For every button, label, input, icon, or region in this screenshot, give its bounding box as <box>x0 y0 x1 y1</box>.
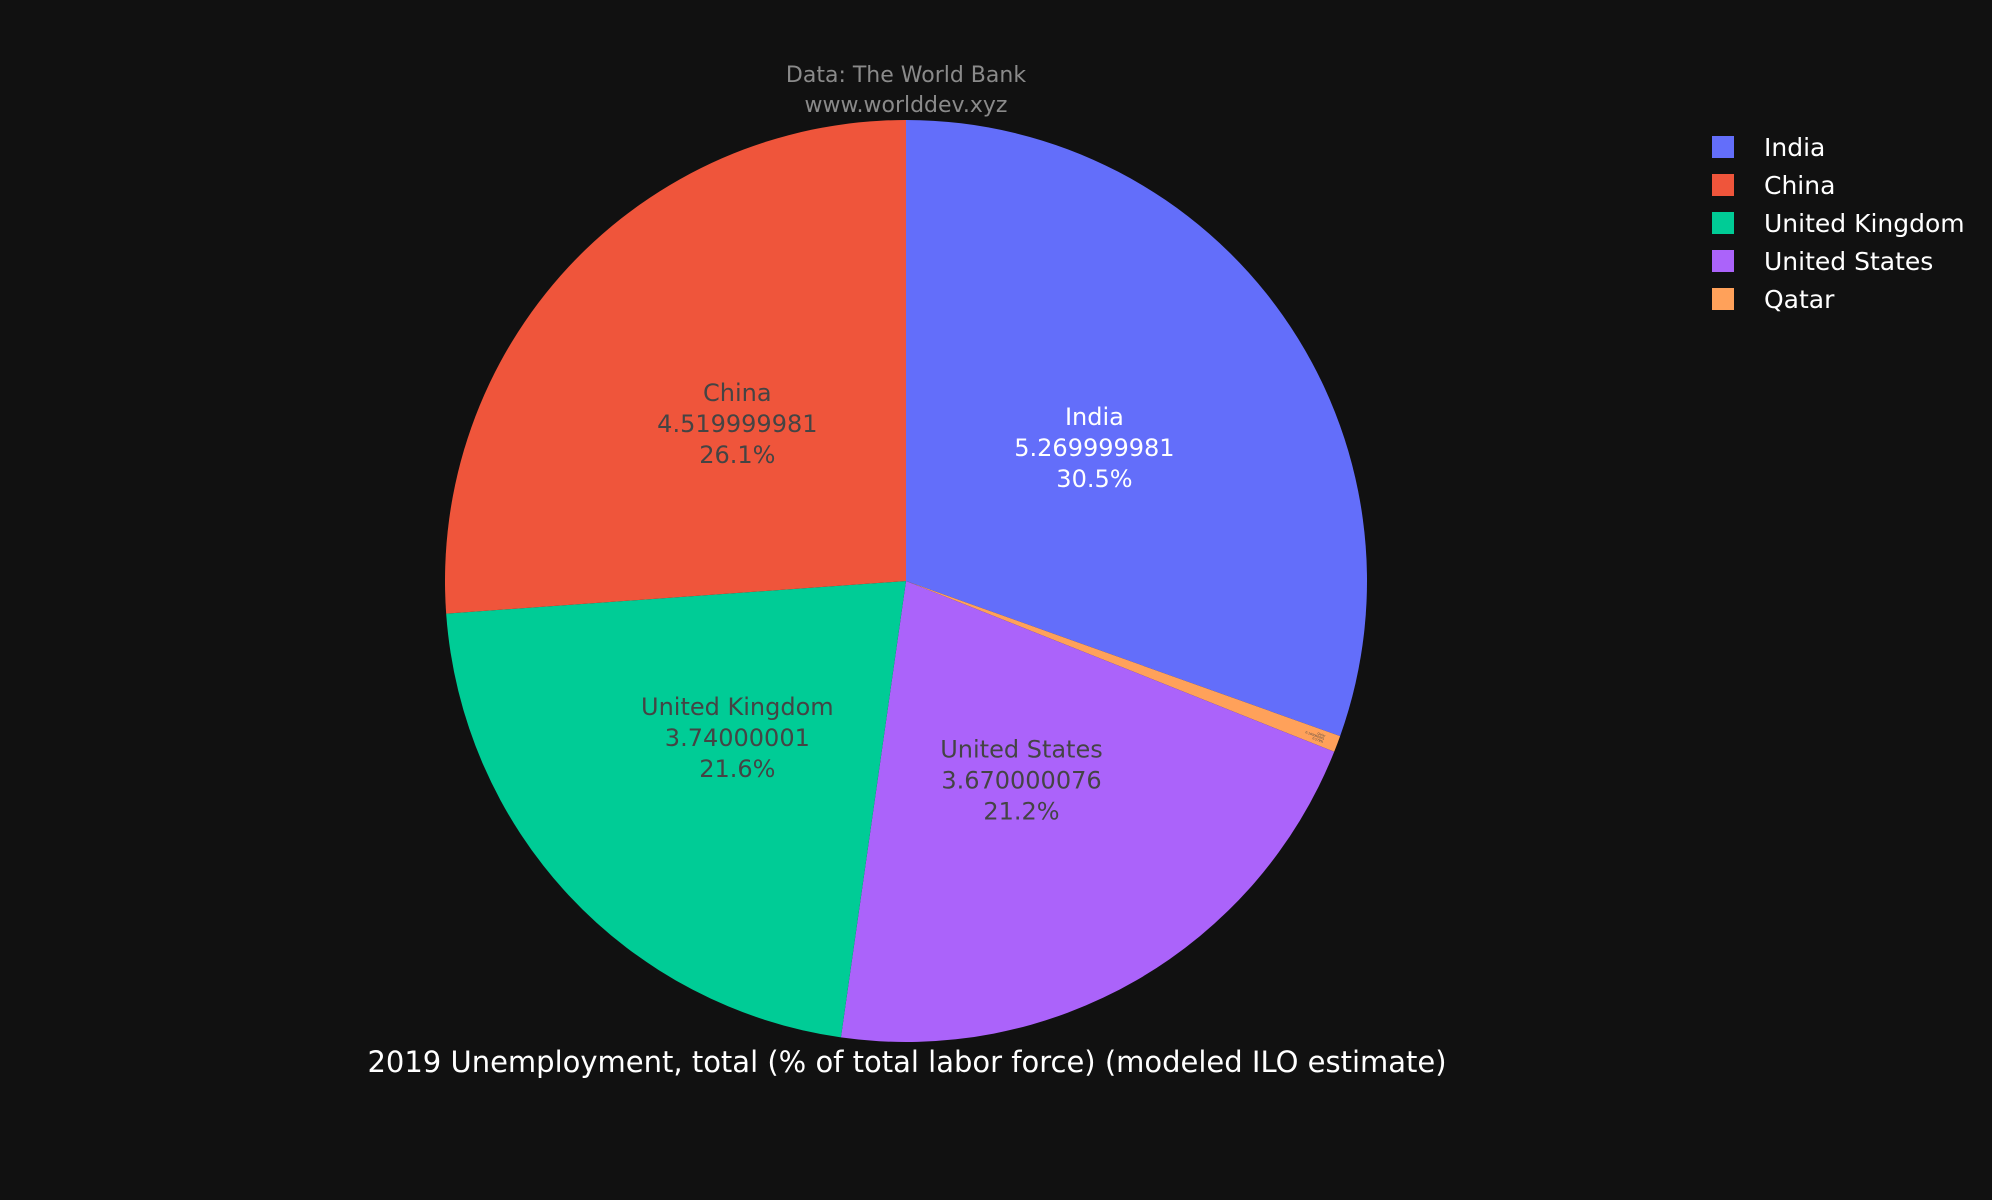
legend-label-china: China <box>1764 171 1835 200</box>
legend-swatch-united-states <box>1712 250 1734 272</box>
legend-swatch-qatar <box>1712 288 1734 310</box>
chart-title: 2019 Unemployment, total (% of total lab… <box>367 1045 1446 1079</box>
slice-india <box>906 120 1368 737</box>
legend-item-united-states[interactable]: United States <box>1712 247 1933 276</box>
slice-small-label-qatar-1: 0.100000001 <box>1305 730 1325 741</box>
slice-value-united-states: 3.670000076 <box>941 766 1101 794</box>
legend-label-india: India <box>1764 133 1825 162</box>
legend-item-qatar[interactable]: Qatar <box>1712 285 1835 314</box>
slice-percent-china: 26.1% <box>699 441 775 469</box>
legend-label-united-states: United States <box>1764 247 1933 276</box>
pie-slices <box>445 120 1368 1042</box>
legend-item-united-kingdom[interactable]: United Kingdom <box>1712 209 1965 238</box>
slice-percent-india: 30.5% <box>1056 465 1132 493</box>
legend-label-qatar: Qatar <box>1764 285 1835 314</box>
slice-label-india: India <box>1065 403 1124 431</box>
legend-swatch-united-kingdom <box>1712 212 1734 234</box>
legend-label-united-kingdom: United Kingdom <box>1764 209 1965 238</box>
legend-item-india[interactable]: India <box>1712 133 1825 162</box>
slice-china <box>445 120 906 614</box>
source-line-2: www.worlddev.xyz <box>805 93 1008 118</box>
slice-small-label-qatar-2: 0.579% <box>1312 736 1324 744</box>
slice-small-label-qatar-0: Qatar <box>1317 731 1327 738</box>
slice-qatar <box>906 581 1341 752</box>
slice-label-united-states: United States <box>940 735 1103 763</box>
slice-value-china: 4.519999981 <box>657 410 817 438</box>
slice-percent-united-states: 21.2% <box>983 797 1059 825</box>
legend-swatch-india <box>1712 136 1734 158</box>
pie-slice-labels: India 5.269999981 30.5% Qatar0.1000000010.5… <box>641 379 1327 826</box>
slice-united-kingdom <box>446 581 906 1038</box>
legend: India China United Kingdom United States Qat… <box>1712 133 1965 314</box>
source-line-1: Data: The World Bank <box>786 63 1026 88</box>
slice-value-united-kingdom: 3.74000001 <box>665 724 810 752</box>
legend-swatch-china <box>1712 174 1734 196</box>
slice-percent-united-kingdom: 21.6% <box>699 755 775 783</box>
slice-united-states <box>840 581 1335 1042</box>
slice-value-india: 5.269999981 <box>1014 434 1174 462</box>
slice-label-united-kingdom: United Kingdom <box>641 693 834 721</box>
legend-item-china[interactable]: China <box>1712 171 1835 200</box>
source-annotation: Data: The World Bank www.worlddev.xyz <box>786 63 1026 118</box>
slice-label-china: China <box>703 379 772 407</box>
